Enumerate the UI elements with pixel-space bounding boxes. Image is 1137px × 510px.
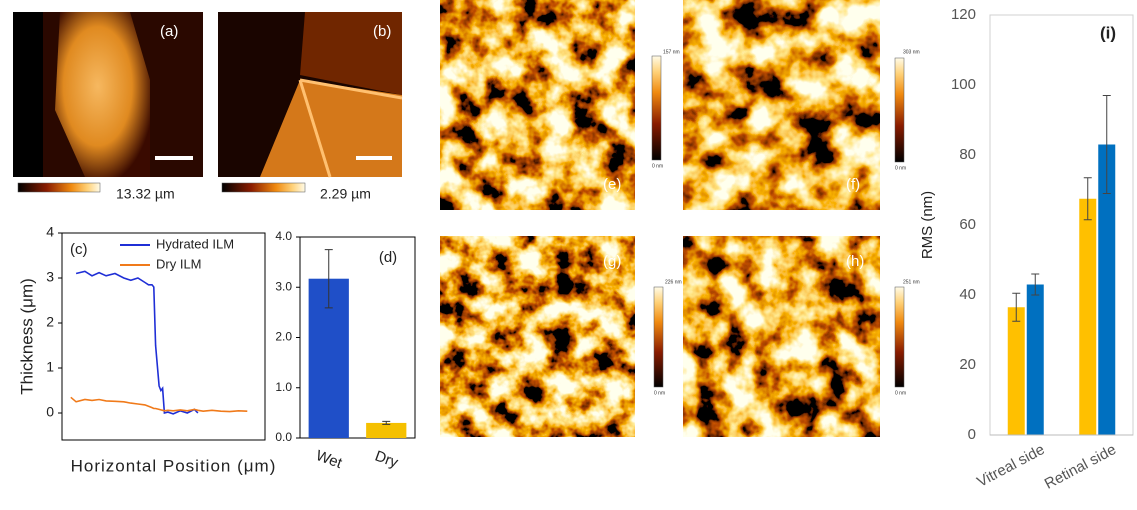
y-tick-label: 4 (46, 224, 54, 240)
y-tick-label: 60 (959, 216, 976, 233)
y-tick-label: 20 (959, 356, 976, 373)
y-tick-label: 120 (951, 6, 976, 23)
scale-label: 2.29 µm (320, 186, 371, 202)
panel-label: (a) (160, 23, 178, 40)
legend-label: Dry ILM (156, 256, 202, 271)
y-tick-label: 80 (959, 146, 976, 163)
y-tick-label: 0 (46, 404, 54, 420)
panel-label: (e) (603, 176, 621, 193)
y-tick-label: 1 (46, 359, 54, 375)
y-tick-label: 1.0 (275, 380, 292, 394)
colorbar (222, 183, 305, 192)
colorbar-min: 0 nm (895, 390, 906, 396)
figure: (a) 13.32 µm (b) 2.29 µm 157 nm 0 nm (e)… (0, 0, 1137, 510)
colorbar (895, 58, 904, 162)
chart-c: Hydrated ILM Dry ILM (c) Horizontal Positio… (17, 233, 276, 475)
y-tick-label: 100 (951, 76, 976, 93)
legend-label: Hydrated ILM (156, 236, 234, 251)
scale-label: 13.32 µm (116, 186, 175, 202)
y-tick-label: 40 (959, 286, 976, 303)
colorbar (895, 287, 904, 387)
y-tick-label: 3 (46, 269, 54, 285)
x-tick-label: Vitreal side (974, 441, 1047, 491)
panel-label: (c) (70, 241, 88, 258)
panel-label: (i) (1100, 23, 1116, 42)
y-tick-label: 2 (46, 314, 54, 330)
y-tick-label: 0 (968, 426, 976, 443)
x-tick-label: Retinal side (1042, 441, 1119, 493)
panel-label: (b) (373, 23, 391, 40)
colorbar-max: 157 nm (663, 49, 680, 55)
scale-bar (155, 156, 193, 160)
panel-label: (f) (846, 176, 860, 193)
line (76, 271, 198, 414)
colorbar-max: 251 nm (903, 279, 920, 285)
image-g: 226 nm 0 nm (g) (440, 236, 682, 437)
image-b: (b) 2.29 µm (218, 12, 402, 202)
y-tick-label: 2.0 (275, 330, 292, 344)
panel-label: (h) (846, 253, 864, 270)
y-tick-label: 3.0 (275, 279, 292, 293)
image-a: (a) 13.32 µm (13, 12, 203, 202)
image-e: 157 nm 0 nm (e) (440, 0, 680, 210)
bar (1008, 307, 1025, 435)
colorbar-min: 0 nm (895, 165, 906, 171)
y-tick-label: 4.0 (275, 229, 292, 243)
x-tick-label: Dry (373, 448, 401, 472)
panel-label: (d) (379, 249, 397, 266)
colorbar-max: 303 nm (903, 49, 920, 55)
colorbar (652, 56, 661, 160)
colorbar-min: 0 nm (654, 390, 665, 396)
bar (1027, 285, 1044, 436)
image-f: 303 nm 0 nm (f) (683, 0, 920, 210)
x-axis-label: Horizontal Position (μm) (71, 456, 277, 475)
x-tick-label: Wet (314, 447, 345, 472)
colorbar (18, 183, 100, 192)
colorbar (654, 287, 663, 387)
colorbar-max: 226 nm (665, 279, 682, 285)
y-tick-label: 0.0 (275, 430, 292, 444)
colorbar-min: 0 nm (652, 163, 663, 169)
image-edge (13, 12, 43, 177)
y-axis-label: RMS (nm) (919, 191, 936, 259)
line (71, 397, 248, 411)
scale-bar (356, 156, 392, 160)
y-axis-label: Thickness (μm) (17, 278, 36, 395)
panel-label: (g) (603, 253, 621, 270)
bar (1079, 199, 1096, 435)
chart-d: Wet Dry (d) (300, 237, 415, 472)
image-h: 251 nm 0 nm (h) (683, 236, 920, 437)
bar (366, 423, 406, 438)
